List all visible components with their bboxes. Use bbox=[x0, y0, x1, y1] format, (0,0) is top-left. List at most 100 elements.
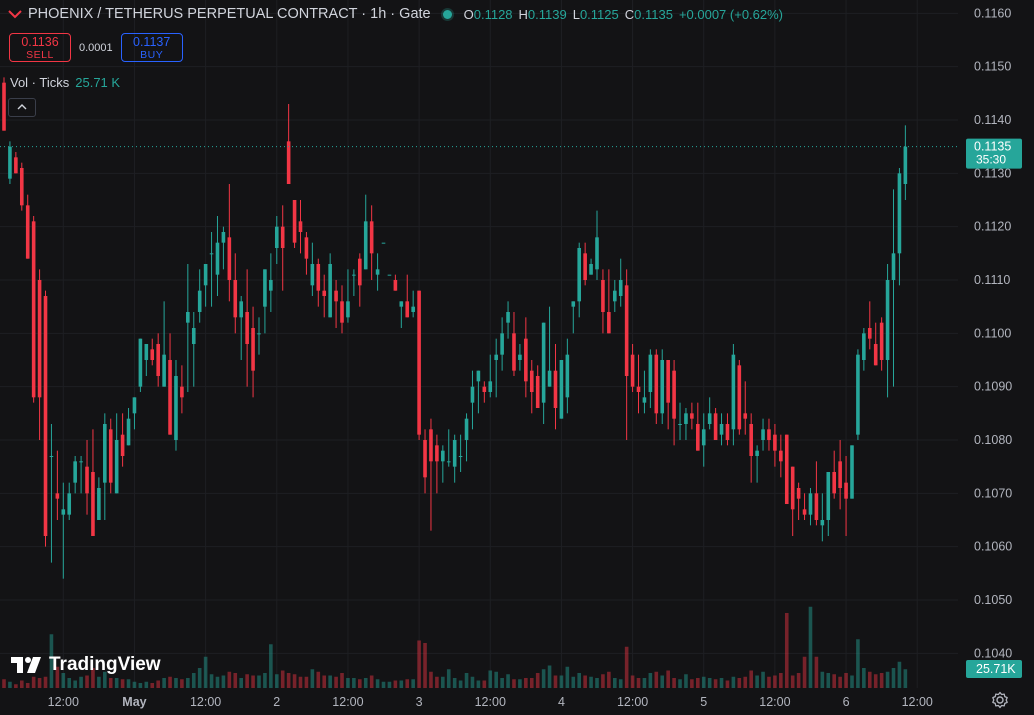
volume-bar bbox=[263, 673, 267, 688]
candle-body bbox=[233, 280, 238, 318]
volume-bar bbox=[274, 674, 279, 688]
candle-body bbox=[559, 360, 564, 419]
candles bbox=[2, 77, 908, 579]
volume-bar bbox=[648, 673, 653, 688]
candle-body bbox=[725, 424, 730, 440]
tradingview-logo[interactable]: TradingView bbox=[11, 654, 161, 676]
candle-body bbox=[108, 429, 113, 483]
volume-bar bbox=[755, 675, 759, 688]
chart-settings-button[interactable] bbox=[990, 690, 1010, 710]
time-axis[interactable]: 12:00 May 12:00 2 12:00 3 12:00 4 12:00 5 12:00 6 12… bbox=[48, 695, 933, 709]
candle-body bbox=[304, 237, 309, 259]
volume-bar bbox=[245, 674, 249, 688]
price-axis[interactable]: 0.1160 0.1150 0.1140 0.1130 0.1120 0.1110 0.11… bbox=[974, 6, 1012, 660]
candle-body bbox=[767, 429, 771, 440]
volume-bar bbox=[156, 680, 160, 688]
price-tick-label: 0.1120 bbox=[974, 220, 1011, 234]
candle-body bbox=[61, 509, 66, 515]
volume-bar bbox=[168, 676, 172, 688]
symbol-title[interactable]: PHOENIX / TETHERUS PERPETUAL CONTRACT · … bbox=[28, 6, 431, 22]
candle-body bbox=[197, 290, 202, 312]
volume-bar bbox=[595, 678, 599, 688]
ohlc-open-value: 0.1128 bbox=[473, 6, 513, 22]
symbol-logo bbox=[8, 7, 22, 21]
candle-body bbox=[779, 450, 783, 462]
trade-buttons: 0.1136 SELL 0.0001 0.1137 BUY bbox=[9, 33, 183, 62]
volume-bar bbox=[399, 680, 404, 688]
candle-body bbox=[814, 493, 819, 520]
volume-bar bbox=[340, 673, 344, 688]
candle-body bbox=[358, 258, 362, 286]
volume-bar bbox=[743, 676, 748, 688]
volume-bar bbox=[446, 669, 451, 688]
candle-body bbox=[672, 370, 676, 419]
volume-bar bbox=[328, 675, 332, 688]
volume-bar bbox=[612, 678, 617, 688]
candle-body bbox=[150, 349, 155, 360]
volume-bar bbox=[749, 670, 753, 688]
candle-body bbox=[352, 274, 356, 276]
candle-body bbox=[553, 370, 558, 408]
volume-legend-value: 25.71 K bbox=[75, 75, 121, 90]
candle-body bbox=[903, 146, 908, 184]
time-tick-label: 3 bbox=[416, 695, 423, 709]
volume-bar bbox=[19, 680, 24, 688]
price-tick-label: 0.1070 bbox=[974, 486, 1012, 500]
candle-body bbox=[601, 280, 605, 312]
volume-bar bbox=[737, 678, 742, 688]
time-tick-label: 5 bbox=[700, 695, 707, 709]
candle-body bbox=[446, 461, 451, 463]
volume-bar bbox=[114, 678, 119, 688]
candle-body bbox=[186, 312, 190, 323]
buy-label: BUY bbox=[140, 49, 164, 61]
volume-bar bbox=[417, 640, 421, 688]
sell-price: 0.1136 bbox=[21, 35, 59, 49]
candle-body bbox=[737, 365, 742, 430]
candle-body bbox=[126, 418, 131, 446]
volume-bar bbox=[174, 678, 178, 688]
candle-body bbox=[399, 301, 404, 307]
candle-body bbox=[512, 333, 516, 371]
volume-bar bbox=[719, 678, 724, 688]
buy-button[interactable]: 0.1137 BUY bbox=[120, 33, 183, 62]
volume-bar bbox=[103, 671, 107, 688]
volume-bar bbox=[873, 674, 878, 688]
candle-body bbox=[363, 221, 368, 270]
candle-body bbox=[873, 344, 878, 366]
candle-body bbox=[607, 312, 611, 334]
candle-body bbox=[245, 312, 249, 344]
volume-bar bbox=[684, 674, 688, 688]
symbol-header: PHOENIX / TETHERUS PERPETUAL CONTRACT · … bbox=[8, 6, 783, 22]
candle-body bbox=[838, 461, 842, 488]
sell-button[interactable]: 0.1136 SELL bbox=[9, 33, 71, 62]
volume-legend[interactable]: Vol · Ticks 25.71 K bbox=[10, 75, 120, 90]
time-tick-label: 12:00 bbox=[759, 695, 790, 709]
candle-body bbox=[648, 354, 653, 392]
volume-bar bbox=[79, 676, 83, 688]
candle-body bbox=[67, 493, 72, 515]
candle-body bbox=[263, 269, 267, 307]
volume-bar bbox=[476, 680, 481, 688]
volume-bar bbox=[239, 678, 243, 688]
volume-bar bbox=[553, 675, 558, 688]
volume-bar bbox=[879, 673, 884, 688]
candle-body bbox=[14, 157, 18, 174]
tradingview-logo-text: TradingView bbox=[49, 654, 161, 675]
volume-bar bbox=[257, 675, 261, 688]
collapse-legend-button[interactable] bbox=[8, 98, 36, 117]
ohlc-open-label: O bbox=[463, 6, 474, 22]
volume-bar bbox=[186, 678, 190, 688]
candle-body bbox=[334, 290, 338, 302]
candle-body bbox=[678, 424, 682, 425]
candle-body bbox=[31, 221, 36, 398]
candle-body bbox=[529, 370, 534, 392]
volume-bar bbox=[773, 675, 777, 688]
candle-body bbox=[690, 413, 694, 419]
ohlc-values: O 0.1128 H 0.1139 L 0.1125 C 0.1135 +0.0… bbox=[464, 7, 783, 22]
candle-body bbox=[630, 354, 635, 387]
candle-body bbox=[844, 482, 848, 499]
candle-body bbox=[381, 242, 386, 244]
candle-body bbox=[322, 290, 327, 296]
volume-bar bbox=[589, 676, 593, 688]
